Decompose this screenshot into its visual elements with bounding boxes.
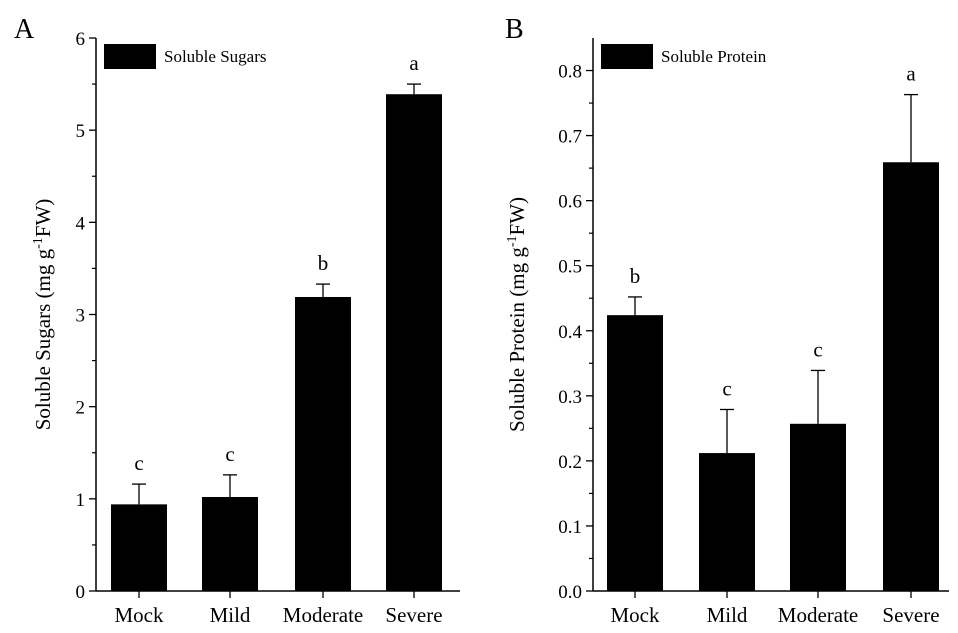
error-bar [628, 296, 642, 316]
bar-severe [386, 94, 442, 591]
y-tick-label: 6 [76, 29, 86, 50]
y-tick-label: 5 [76, 121, 86, 142]
error-bar [407, 83, 421, 95]
error-bar [811, 369, 825, 424]
significance-letter: c [813, 337, 822, 361]
bar-moderate [790, 423, 846, 591]
bar-mild [202, 496, 258, 591]
significance-letter: b [318, 251, 329, 275]
legend-label: Soluble Sugars [164, 47, 266, 66]
y-tick-label: 0.8 [558, 62, 582, 83]
bar-moderate [295, 296, 351, 591]
y-axis-title: Soluble Sugars (mg g-1FW) [31, 199, 55, 431]
significance-letter: c [134, 451, 143, 475]
error-bar [223, 474, 237, 497]
x-tick-label: Mild [707, 603, 748, 627]
y-tick-label: 0.2 [558, 452, 582, 473]
error-bar [904, 93, 918, 163]
panel-b: Bb c c a 0.0 0.1 0.2 0.3 0.4 0.5 0.6 0.7 0.8 Mock Mild… [505, 14, 949, 627]
significance-letter: b [630, 264, 641, 288]
y-axis-title-end: FW) [505, 197, 529, 236]
y-axis-title-sup: -1 [31, 237, 46, 249]
y-tick-label: 0 [76, 582, 86, 603]
significance-letter: c [722, 376, 731, 400]
bar-mock [607, 315, 663, 591]
error-bar [132, 483, 146, 505]
legend-swatch [104, 44, 156, 69]
x-tick-label: Severe [385, 603, 442, 627]
significance-letter: a [409, 51, 419, 75]
y-axis-title-main: Soluble Sugars (mg g [31, 248, 55, 430]
panel-letter: A [14, 14, 35, 45]
y-axis-title-end: FW) [31, 199, 55, 238]
bar-mock [111, 504, 167, 591]
legend-swatch [601, 44, 653, 69]
legend: Soluble Protein [601, 44, 767, 69]
y-tick-label: 0.6 [558, 192, 582, 213]
panel-a: Ac c b a 0 1 2 3 4 5 6 Mock Mild Moderate Severe Solubl… [14, 14, 460, 627]
y-tick-label: 0.7 [558, 127, 582, 148]
y-tick-label: 0.5 [558, 257, 582, 278]
y-tick-label: 2 [76, 398, 86, 419]
legend-label: Soluble Protein [661, 47, 767, 66]
y-tick-label: 0.0 [558, 582, 582, 603]
significance-letter: a [906, 62, 916, 86]
x-tick-label: Severe [882, 603, 939, 627]
y-tick-label: 1 [76, 490, 86, 511]
bar-severe [883, 162, 939, 591]
y-axis-title-sup: -1 [505, 235, 520, 247]
significance-letter: c [225, 442, 234, 466]
y-tick-label: 0.4 [558, 322, 582, 343]
bar-mild [699, 453, 755, 591]
y-tick-label: 3 [76, 306, 86, 327]
error-bar [316, 283, 330, 297]
x-tick-label: Mock [115, 603, 164, 627]
y-tick-label: 0.3 [558, 387, 582, 408]
x-tick-label: Moderate [778, 603, 858, 627]
panel-letter: B [505, 14, 524, 45]
x-tick-label: Moderate [283, 603, 363, 627]
y-tick-label: 0.1 [558, 517, 582, 538]
error-bar [720, 408, 734, 454]
y-axis-title: Soluble Protein (mg g-1FW) [505, 197, 529, 432]
y-tick-label: 4 [76, 213, 86, 234]
x-tick-label: Mild [210, 603, 251, 627]
y-axis-title-main: Soluble Protein (mg g [505, 247, 529, 432]
legend: Soluble Sugars [104, 44, 266, 69]
x-tick-label: Mock [611, 603, 660, 627]
